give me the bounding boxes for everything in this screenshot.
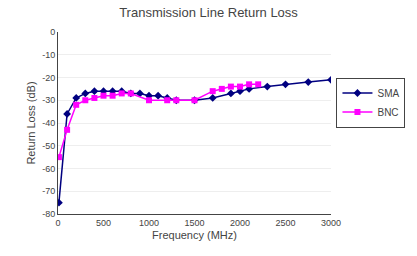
- svg-text:0: 0: [55, 218, 60, 228]
- svg-text:3000: 3000: [321, 218, 341, 228]
- svg-text:-30: -30: [42, 95, 55, 105]
- svg-text:-20: -20: [42, 73, 55, 83]
- svg-text:-10: -10: [42, 50, 55, 60]
- svg-text:500: 500: [96, 218, 111, 228]
- svg-text:Transmission Line Return Loss: Transmission Line Return Loss: [119, 5, 298, 20]
- svg-text:-60: -60: [42, 164, 55, 174]
- svg-text:-50: -50: [42, 141, 55, 151]
- svg-text:2000: 2000: [230, 218, 250, 228]
- svg-text:1500: 1500: [184, 218, 204, 228]
- svg-text:1000: 1000: [139, 218, 159, 228]
- svg-text:-70: -70: [42, 186, 55, 196]
- svg-text:SMA: SMA: [377, 88, 399, 99]
- svg-text:-80: -80: [42, 209, 55, 219]
- svg-text:2500: 2500: [275, 218, 295, 228]
- svg-text:Frequency (MHz): Frequency (MHz): [152, 229, 237, 241]
- svg-text:BNC: BNC: [377, 107, 398, 118]
- svg-text:-40: -40: [42, 118, 55, 128]
- svg-text:0: 0: [50, 27, 55, 37]
- svg-text:Return Loss (dB): Return Loss (dB): [25, 81, 37, 164]
